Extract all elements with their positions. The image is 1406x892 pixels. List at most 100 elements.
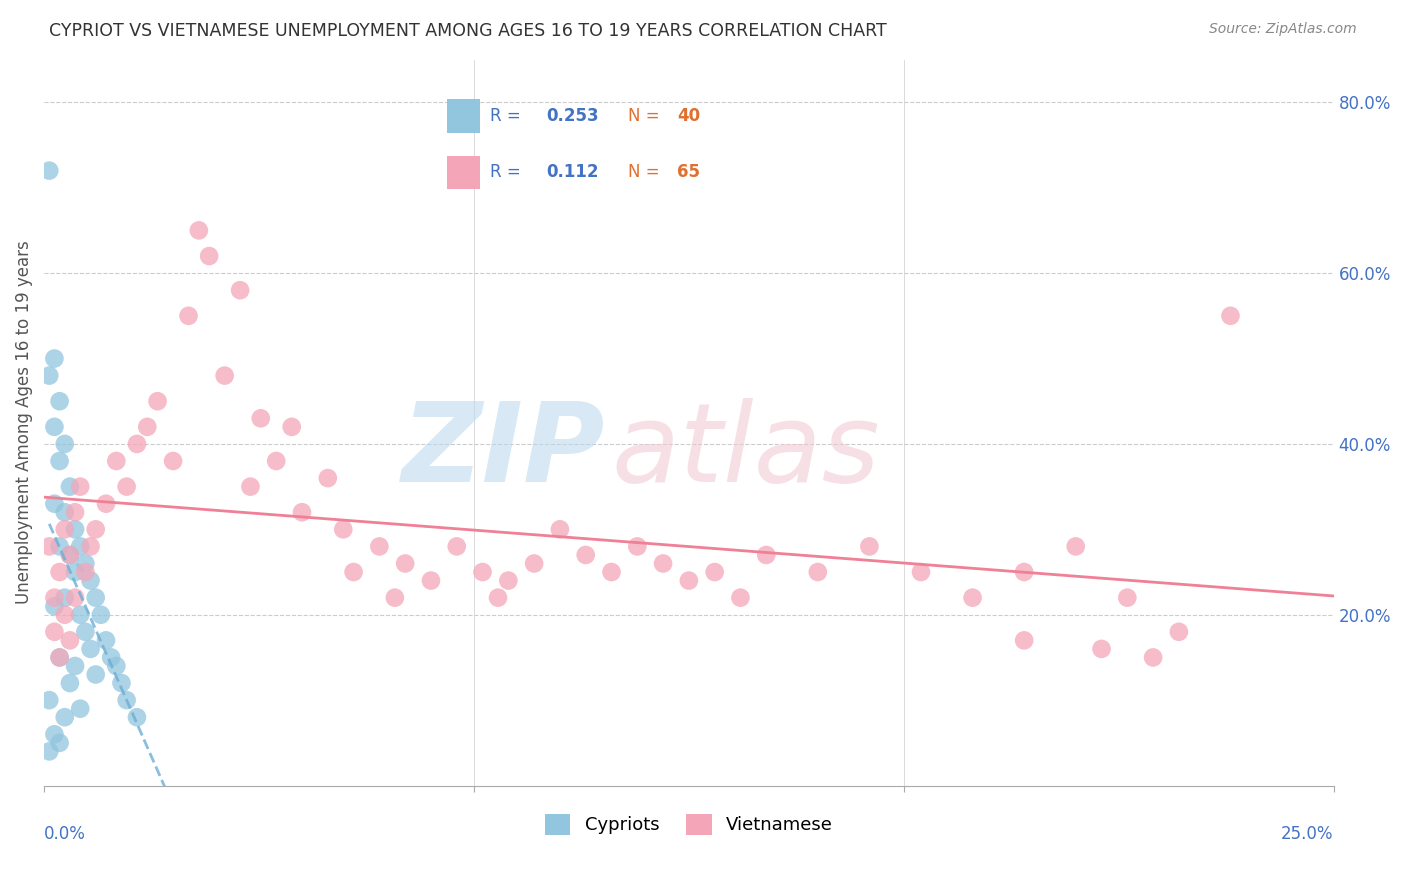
Point — [84, 591, 107, 605]
Point — [59, 548, 82, 562]
Point — [858, 540, 880, 554]
Point — [59, 633, 82, 648]
Point — [69, 701, 91, 715]
Point — [471, 565, 494, 579]
Point — [63, 522, 86, 536]
Point — [264, 454, 287, 468]
Point — [249, 411, 271, 425]
Point — [44, 591, 66, 605]
Point — [38, 368, 60, 383]
Point — [910, 565, 932, 579]
Point — [53, 607, 76, 622]
Point — [384, 591, 406, 605]
Point — [198, 249, 221, 263]
Point — [1064, 540, 1087, 554]
Point — [1116, 591, 1139, 605]
Point — [755, 548, 778, 562]
Point — [79, 574, 101, 588]
Point — [59, 548, 82, 562]
Point — [600, 565, 623, 579]
Point — [332, 522, 354, 536]
Point — [84, 667, 107, 681]
Text: 25.0%: 25.0% — [1281, 825, 1334, 844]
Point — [110, 676, 132, 690]
Point — [730, 591, 752, 605]
Point — [53, 591, 76, 605]
Y-axis label: Unemployment Among Ages 16 to 19 years: Unemployment Among Ages 16 to 19 years — [15, 241, 32, 605]
Point — [523, 557, 546, 571]
Point — [229, 283, 252, 297]
Point — [105, 659, 128, 673]
Point — [63, 659, 86, 673]
Point — [342, 565, 364, 579]
Point — [53, 505, 76, 519]
Point — [316, 471, 339, 485]
Point — [48, 454, 70, 468]
Point — [79, 641, 101, 656]
Point — [44, 599, 66, 614]
Point — [69, 607, 91, 622]
Text: Source: ZipAtlas.com: Source: ZipAtlas.com — [1209, 22, 1357, 37]
Point — [53, 437, 76, 451]
Point — [94, 497, 117, 511]
Point — [1090, 641, 1112, 656]
Point — [1142, 650, 1164, 665]
Point — [38, 693, 60, 707]
Point — [368, 540, 391, 554]
Point — [146, 394, 169, 409]
Point — [63, 505, 86, 519]
Point — [125, 437, 148, 451]
Point — [48, 540, 70, 554]
Point — [53, 710, 76, 724]
Point — [38, 744, 60, 758]
Point — [394, 557, 416, 571]
Point — [703, 565, 725, 579]
Point — [626, 540, 648, 554]
Point — [136, 420, 159, 434]
Point — [48, 650, 70, 665]
Point — [1219, 309, 1241, 323]
Point — [1012, 565, 1035, 579]
Text: ZIP: ZIP — [402, 398, 605, 505]
Point — [69, 540, 91, 554]
Point — [48, 394, 70, 409]
Point — [548, 522, 571, 536]
Point — [63, 591, 86, 605]
Point — [807, 565, 830, 579]
Point — [105, 454, 128, 468]
Point — [44, 727, 66, 741]
Point — [115, 693, 138, 707]
Point — [486, 591, 509, 605]
Point — [44, 497, 66, 511]
Point — [75, 565, 97, 579]
Point — [84, 522, 107, 536]
Point — [59, 480, 82, 494]
Point — [187, 223, 209, 237]
Point — [48, 650, 70, 665]
Point — [38, 540, 60, 554]
Point — [79, 540, 101, 554]
Point — [678, 574, 700, 588]
Point — [1167, 624, 1189, 639]
Point — [214, 368, 236, 383]
Point — [575, 548, 598, 562]
Point — [420, 574, 443, 588]
Point — [44, 351, 66, 366]
Point — [498, 574, 520, 588]
Point — [75, 557, 97, 571]
Point — [75, 624, 97, 639]
Point — [44, 420, 66, 434]
Point — [48, 565, 70, 579]
Point — [1012, 633, 1035, 648]
Point — [652, 557, 675, 571]
Point — [100, 650, 122, 665]
Text: atlas: atlas — [612, 398, 880, 505]
Point — [63, 565, 86, 579]
Point — [115, 480, 138, 494]
Point — [280, 420, 302, 434]
Point — [59, 676, 82, 690]
Point — [94, 633, 117, 648]
Point — [291, 505, 314, 519]
Point — [48, 736, 70, 750]
Point — [53, 522, 76, 536]
